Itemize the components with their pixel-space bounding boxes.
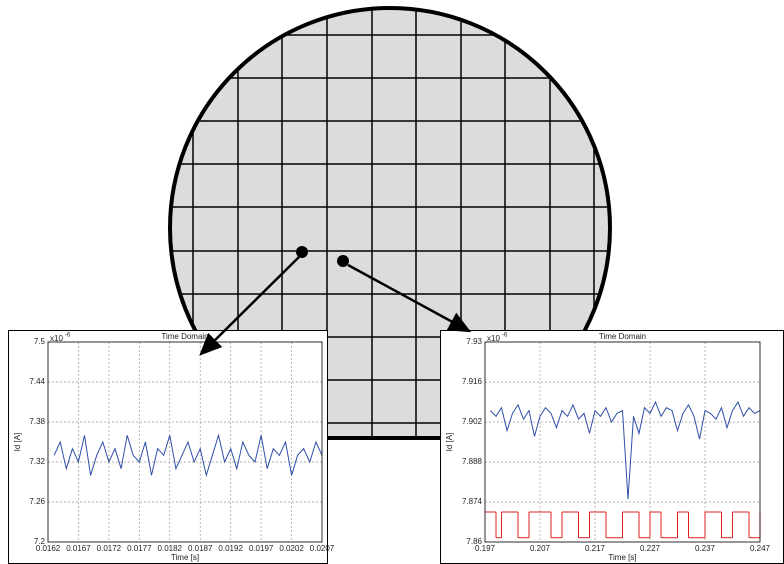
x-tick-label: 0.0207 bbox=[310, 544, 335, 553]
y-tick-label: 7.32 bbox=[29, 457, 45, 466]
x-tick-label: 0.0182 bbox=[158, 544, 183, 553]
x-tick-label: 0.197 bbox=[475, 544, 496, 553]
x-tick-label: 0.0172 bbox=[97, 544, 122, 553]
x-tick-label: 0.0192 bbox=[218, 544, 243, 553]
y-exponent: -6 bbox=[65, 333, 71, 339]
x-axis-label: Time [s] bbox=[608, 553, 636, 562]
y-axis-label: Id [A] bbox=[445, 433, 454, 452]
y-axis-label: Id [A] bbox=[13, 433, 22, 452]
x-tick-label: 0.237 bbox=[695, 544, 716, 553]
x-tick-label: 0.227 bbox=[640, 544, 661, 553]
y-tick-label: 7.26 bbox=[29, 497, 45, 506]
y-multiplier: x10 bbox=[487, 334, 500, 343]
probe-dot bbox=[296, 246, 308, 258]
y-tick-label: 7.44 bbox=[29, 377, 45, 386]
panel-background bbox=[9, 331, 328, 564]
probe-dot bbox=[337, 255, 349, 267]
x-tick-label: 0.0202 bbox=[279, 544, 304, 553]
x-tick-label: 0.0177 bbox=[127, 544, 152, 553]
diagram: 7.27.267.327.387.447.50.01620.01670.0172… bbox=[0, 0, 784, 564]
y-tick-label: 7.38 bbox=[29, 417, 45, 426]
x-axis-label: Time [s] bbox=[171, 553, 199, 562]
chart-title: Time Domain bbox=[599, 332, 646, 341]
y-tick-label: 7.902 bbox=[462, 417, 483, 426]
y-tick-label: 7.93 bbox=[466, 337, 482, 346]
y-exponent: -6 bbox=[502, 333, 508, 339]
y-tick-label: 7.888 bbox=[462, 457, 483, 466]
x-tick-label: 0.217 bbox=[585, 544, 606, 553]
y-tick-label: 7.5 bbox=[34, 337, 46, 346]
x-tick-label: 0.0162 bbox=[36, 544, 61, 553]
x-tick-label: 0.207 bbox=[530, 544, 551, 553]
x-tick-label: 0.247 bbox=[750, 544, 771, 553]
x-tick-label: 0.0187 bbox=[188, 544, 213, 553]
x-tick-label: 0.0197 bbox=[249, 544, 274, 553]
y-multiplier: x10 bbox=[50, 334, 63, 343]
x-tick-label: 0.0167 bbox=[66, 544, 91, 553]
y-tick-label: 7.916 bbox=[462, 377, 483, 386]
chart-title: Time Domain bbox=[161, 332, 208, 341]
y-tick-label: 7.874 bbox=[462, 497, 483, 506]
